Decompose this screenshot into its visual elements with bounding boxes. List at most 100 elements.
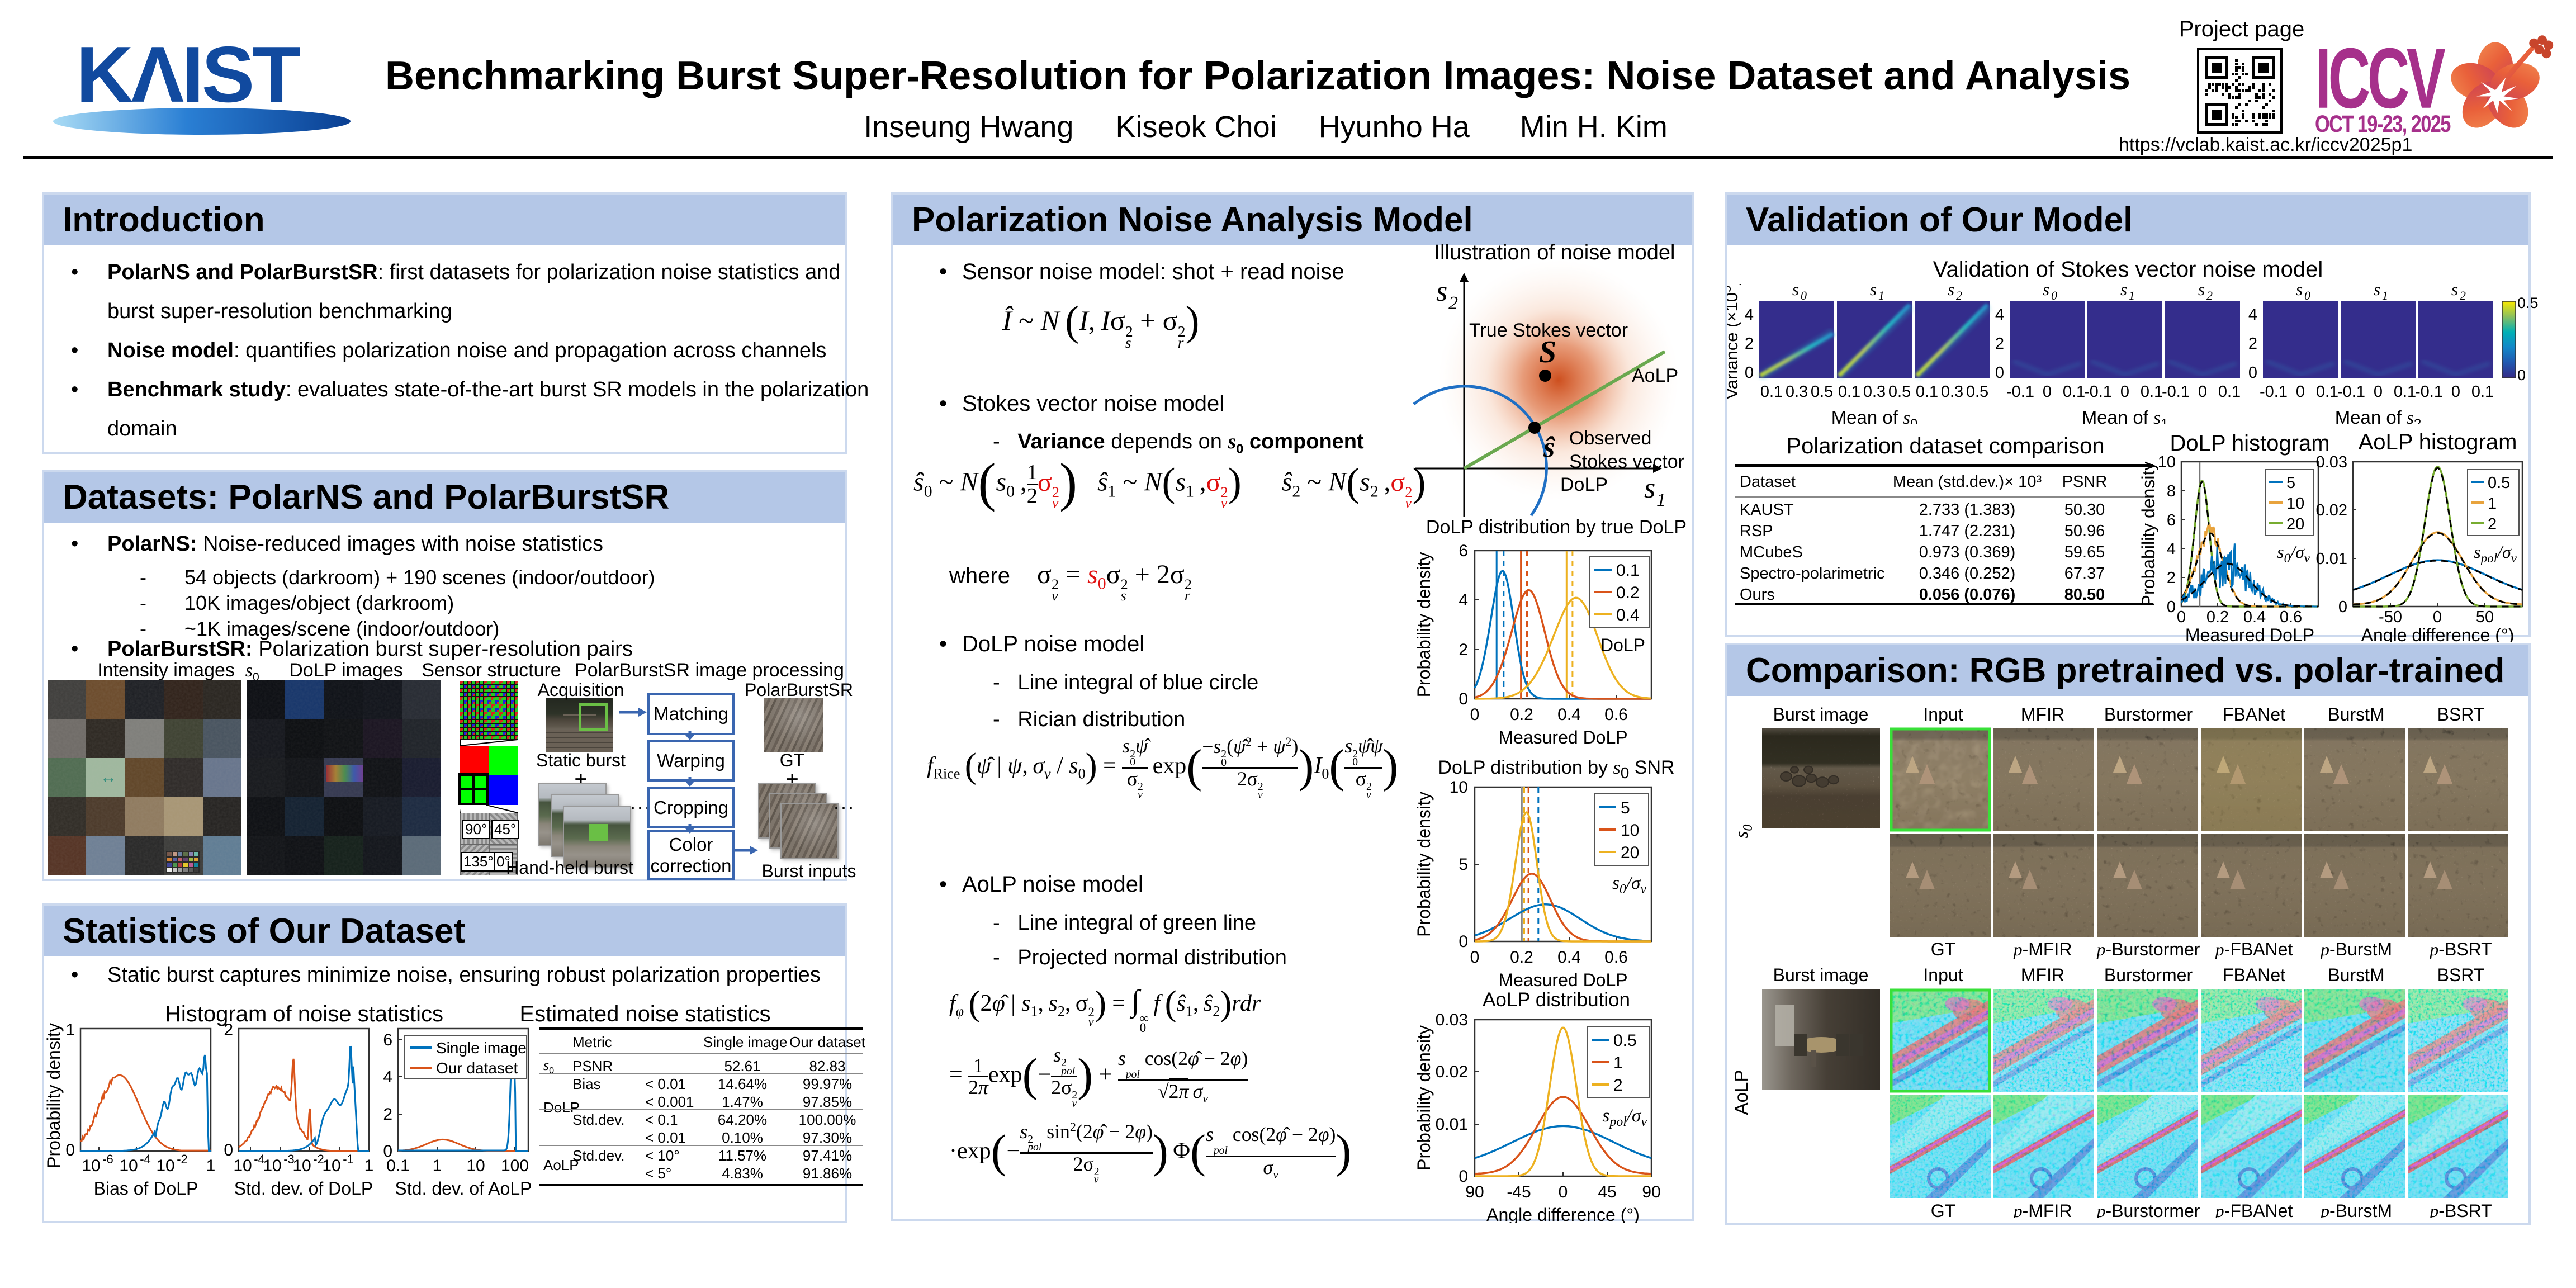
svg-text:0.5: 0.5 xyxy=(1966,383,1988,401)
svg-text:0.5: 0.5 xyxy=(1888,383,1911,401)
svg-text:10: 10 xyxy=(156,1157,174,1175)
svg-text:Measured DoLP: Measured DoLP xyxy=(2185,625,2314,642)
svg-text:p-MFIR: p-MFIR xyxy=(2012,1201,2072,1218)
svg-text:0.4: 0.4 xyxy=(1616,606,1640,624)
svg-text:Probability density: Probability density xyxy=(2141,462,2158,607)
svg-text:Mean of s1: Mean of s1 xyxy=(2082,407,2168,424)
svg-text:BSRT: BSRT xyxy=(2437,704,2485,724)
svg-text:s: s xyxy=(2451,284,2458,299)
svg-text:2: 2 xyxy=(1745,335,1754,353)
svg-text:1: 1 xyxy=(433,1157,442,1175)
svg-text:6: 6 xyxy=(2167,512,2176,529)
svg-text:0: 0 xyxy=(2517,367,2526,383)
svg-text:s: s xyxy=(2198,284,2205,299)
svg-text:0.3: 0.3 xyxy=(1863,383,1886,401)
svg-text:1: 1 xyxy=(206,1157,216,1175)
svg-text:AoLP: AoLP xyxy=(1731,1070,1751,1115)
svg-text:2: 2 xyxy=(2488,515,2497,533)
svg-text:0.4: 0.4 xyxy=(1557,948,1581,967)
svg-text:Angle difference (°): Angle difference (°) xyxy=(2361,625,2515,642)
svg-text:0.02: 0.02 xyxy=(1436,1063,1468,1081)
svg-text:10: 10 xyxy=(2158,453,2176,471)
svg-text:s: s xyxy=(1792,284,1799,299)
svg-text:ŝ: ŝ xyxy=(1543,432,1556,463)
svg-text:0.1: 0.1 xyxy=(1916,383,1938,401)
svg-text:0.1: 0.1 xyxy=(1838,383,1860,401)
svg-text:-4: -4 xyxy=(254,1152,265,1166)
svg-text:FBANet: FBANet xyxy=(2223,704,2285,724)
svg-text:s0: s0 xyxy=(1732,825,1755,839)
svg-text:Single image: Single image xyxy=(436,1039,527,1057)
svg-text:0.6: 0.6 xyxy=(1604,948,1628,967)
svg-text:-0.1: -0.1 xyxy=(2006,383,2034,401)
svg-text:6: 6 xyxy=(383,1031,392,1049)
svg-text:2: 2 xyxy=(2248,335,2257,353)
svg-text:p-BSRT: p-BSRT xyxy=(2428,1201,2492,1218)
svg-text:Our dataset: Our dataset xyxy=(436,1059,518,1077)
svg-text:0.4: 0.4 xyxy=(2243,608,2266,626)
svg-text:8: 8 xyxy=(2167,482,2176,500)
svg-text:0: 0 xyxy=(383,1142,392,1161)
svg-text:20: 20 xyxy=(2286,515,2304,533)
svg-text:0.6: 0.6 xyxy=(2280,608,2302,626)
svg-text:0.3: 0.3 xyxy=(1941,383,1963,401)
svg-text:10: 10 xyxy=(82,1157,100,1175)
svg-text:Probability density: Probability density xyxy=(44,1023,64,1168)
svg-text:0.4: 0.4 xyxy=(1557,705,1581,724)
svg-text:0: 0 xyxy=(2304,288,2310,302)
svg-text:100: 100 xyxy=(501,1157,529,1175)
svg-text:0.1: 0.1 xyxy=(386,1157,410,1175)
svg-text:10: 10 xyxy=(322,1157,340,1175)
svg-text:2: 2 xyxy=(2206,288,2213,302)
svg-text:Burstormer: Burstormer xyxy=(2104,965,2193,985)
svg-text:Burst image: Burst image xyxy=(1773,965,1869,985)
svg-text:2: 2 xyxy=(1459,641,1468,659)
svg-text:-0.1: -0.1 xyxy=(2162,383,2190,401)
svg-text:BurstM: BurstM xyxy=(2328,965,2384,985)
svg-text:0.01: 0.01 xyxy=(1436,1115,1468,1134)
svg-text:1: 1 xyxy=(2382,288,2388,302)
svg-text:s: s xyxy=(2374,284,2380,299)
svg-text:Measured DoLP: Measured DoLP xyxy=(1498,727,1627,747)
svg-text:s: s xyxy=(1644,472,1655,504)
svg-text:0: 0 xyxy=(1470,705,1480,724)
svg-text:p-Burstormer: p-Burstormer xyxy=(2096,1201,2200,1218)
svg-text:0: 0 xyxy=(2248,364,2257,382)
svg-text:10: 10 xyxy=(233,1157,252,1175)
svg-text:Bias of DoLP: Bias of DoLP xyxy=(94,1178,198,1199)
svg-text:0: 0 xyxy=(1559,1183,1568,1201)
svg-text:Mean of s2: Mean of s2 xyxy=(2335,407,2422,424)
svg-text:Input: Input xyxy=(1923,965,1963,985)
svg-text:2: 2 xyxy=(2167,569,2176,587)
svg-text:FBANet: FBANet xyxy=(2223,965,2285,985)
svg-text:s: s xyxy=(1948,284,1954,299)
svg-text:p-MFIR: p-MFIR xyxy=(2012,939,2072,959)
svg-text:-0.1: -0.1 xyxy=(2415,383,2443,401)
svg-text:spol/σv: spol/σv xyxy=(1602,1106,1647,1129)
svg-text:20: 20 xyxy=(1621,844,1639,862)
svg-text:-1: -1 xyxy=(343,1152,354,1166)
svg-text:0: 0 xyxy=(2120,383,2129,401)
svg-text:-2: -2 xyxy=(313,1152,324,1166)
svg-text:Probability density: Probability density xyxy=(1414,792,1434,937)
svg-text:0.03: 0.03 xyxy=(1436,1011,1468,1029)
svg-text:GT: GT xyxy=(1931,1201,1955,1218)
svg-text:0: 0 xyxy=(1459,932,1468,951)
svg-text:4: 4 xyxy=(383,1068,392,1086)
svg-text:0: 0 xyxy=(1801,288,1807,302)
svg-text:Std. dev. of DoLP: Std. dev. of DoLP xyxy=(234,1178,373,1199)
svg-text:0: 0 xyxy=(1995,364,2004,382)
svg-text:s0/σv: s0/σv xyxy=(2277,542,2310,565)
svg-text:0.2: 0.2 xyxy=(1510,948,1533,967)
svg-text:1: 1 xyxy=(1878,288,1884,302)
svg-text:2: 2 xyxy=(224,1021,233,1039)
svg-text:p-FBANet: p-FBANet xyxy=(2214,1201,2293,1218)
svg-text:Std. dev. of AoLP: Std. dev. of AoLP xyxy=(395,1178,532,1199)
svg-text:45: 45 xyxy=(1598,1183,1616,1201)
svg-text:DoLP: DoLP xyxy=(1600,635,1645,655)
svg-text:p-BurstM: p-BurstM xyxy=(2319,939,2392,959)
svg-text:0: 0 xyxy=(2451,383,2460,401)
svg-text:Probability density: Probability density xyxy=(1414,1025,1434,1171)
svg-text:0.5: 0.5 xyxy=(2488,474,2510,492)
svg-text:0.1: 0.1 xyxy=(2141,383,2163,401)
